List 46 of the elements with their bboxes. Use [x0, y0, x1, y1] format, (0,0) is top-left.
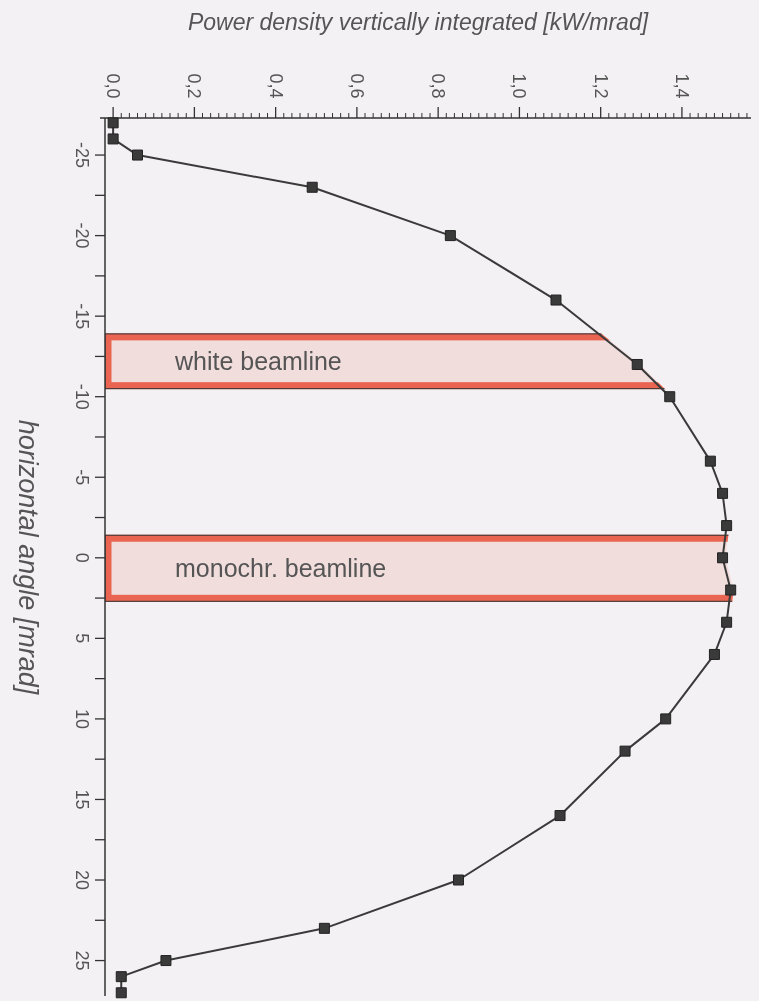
y-tick-label: 10 — [72, 708, 92, 729]
x-tick-label: 0,8 — [428, 73, 449, 99]
y-tick-label: 25 — [72, 950, 92, 971]
x-tick-label: 1,0 — [509, 73, 530, 99]
point — [660, 713, 672, 725]
point — [704, 455, 716, 467]
x-tick-label: 0,0 — [103, 73, 124, 99]
x-tick-label: 1,4 — [671, 73, 692, 99]
point — [717, 552, 729, 564]
point — [721, 616, 733, 628]
point — [107, 117, 119, 129]
point — [631, 358, 643, 370]
point — [619, 745, 631, 757]
point — [725, 584, 737, 596]
band-label: white beamline — [174, 347, 342, 376]
y-tick-label: -15 — [72, 303, 92, 330]
point — [115, 971, 127, 983]
point — [554, 810, 566, 822]
band-label: monochr. beamline — [175, 554, 387, 583]
y-tick-label: 20 — [72, 869, 92, 891]
point — [721, 520, 733, 532]
y-axis-title: horizontal angle [mrad] — [13, 419, 43, 696]
y-tick-label: -5 — [72, 469, 92, 486]
y-tick-label: 0 — [72, 552, 92, 563]
y-tick-label: -25 — [72, 142, 92, 169]
x-tick-label: 0,4 — [265, 73, 286, 99]
point — [132, 149, 143, 161]
point — [452, 874, 464, 886]
x-tick-label: 0,2 — [184, 73, 205, 99]
y-tick-label: -10 — [72, 383, 92, 410]
point — [115, 987, 127, 999]
y-tick-label: 5 — [72, 633, 92, 644]
x-tick-label: 1,2 — [590, 73, 611, 99]
point — [107, 133, 119, 145]
point — [664, 391, 676, 403]
y-tick-label: -20 — [72, 222, 92, 249]
y-tick-label: 15 — [72, 789, 92, 810]
point — [550, 294, 562, 306]
point — [717, 487, 729, 499]
point — [318, 922, 330, 934]
x-axis-title: Power density vertically integrated [kW/mrad] — [187, 9, 649, 35]
x-tick-label: 0,6 — [346, 73, 367, 99]
point — [160, 955, 172, 967]
point — [444, 230, 456, 242]
point — [708, 648, 720, 660]
point — [306, 181, 318, 193]
